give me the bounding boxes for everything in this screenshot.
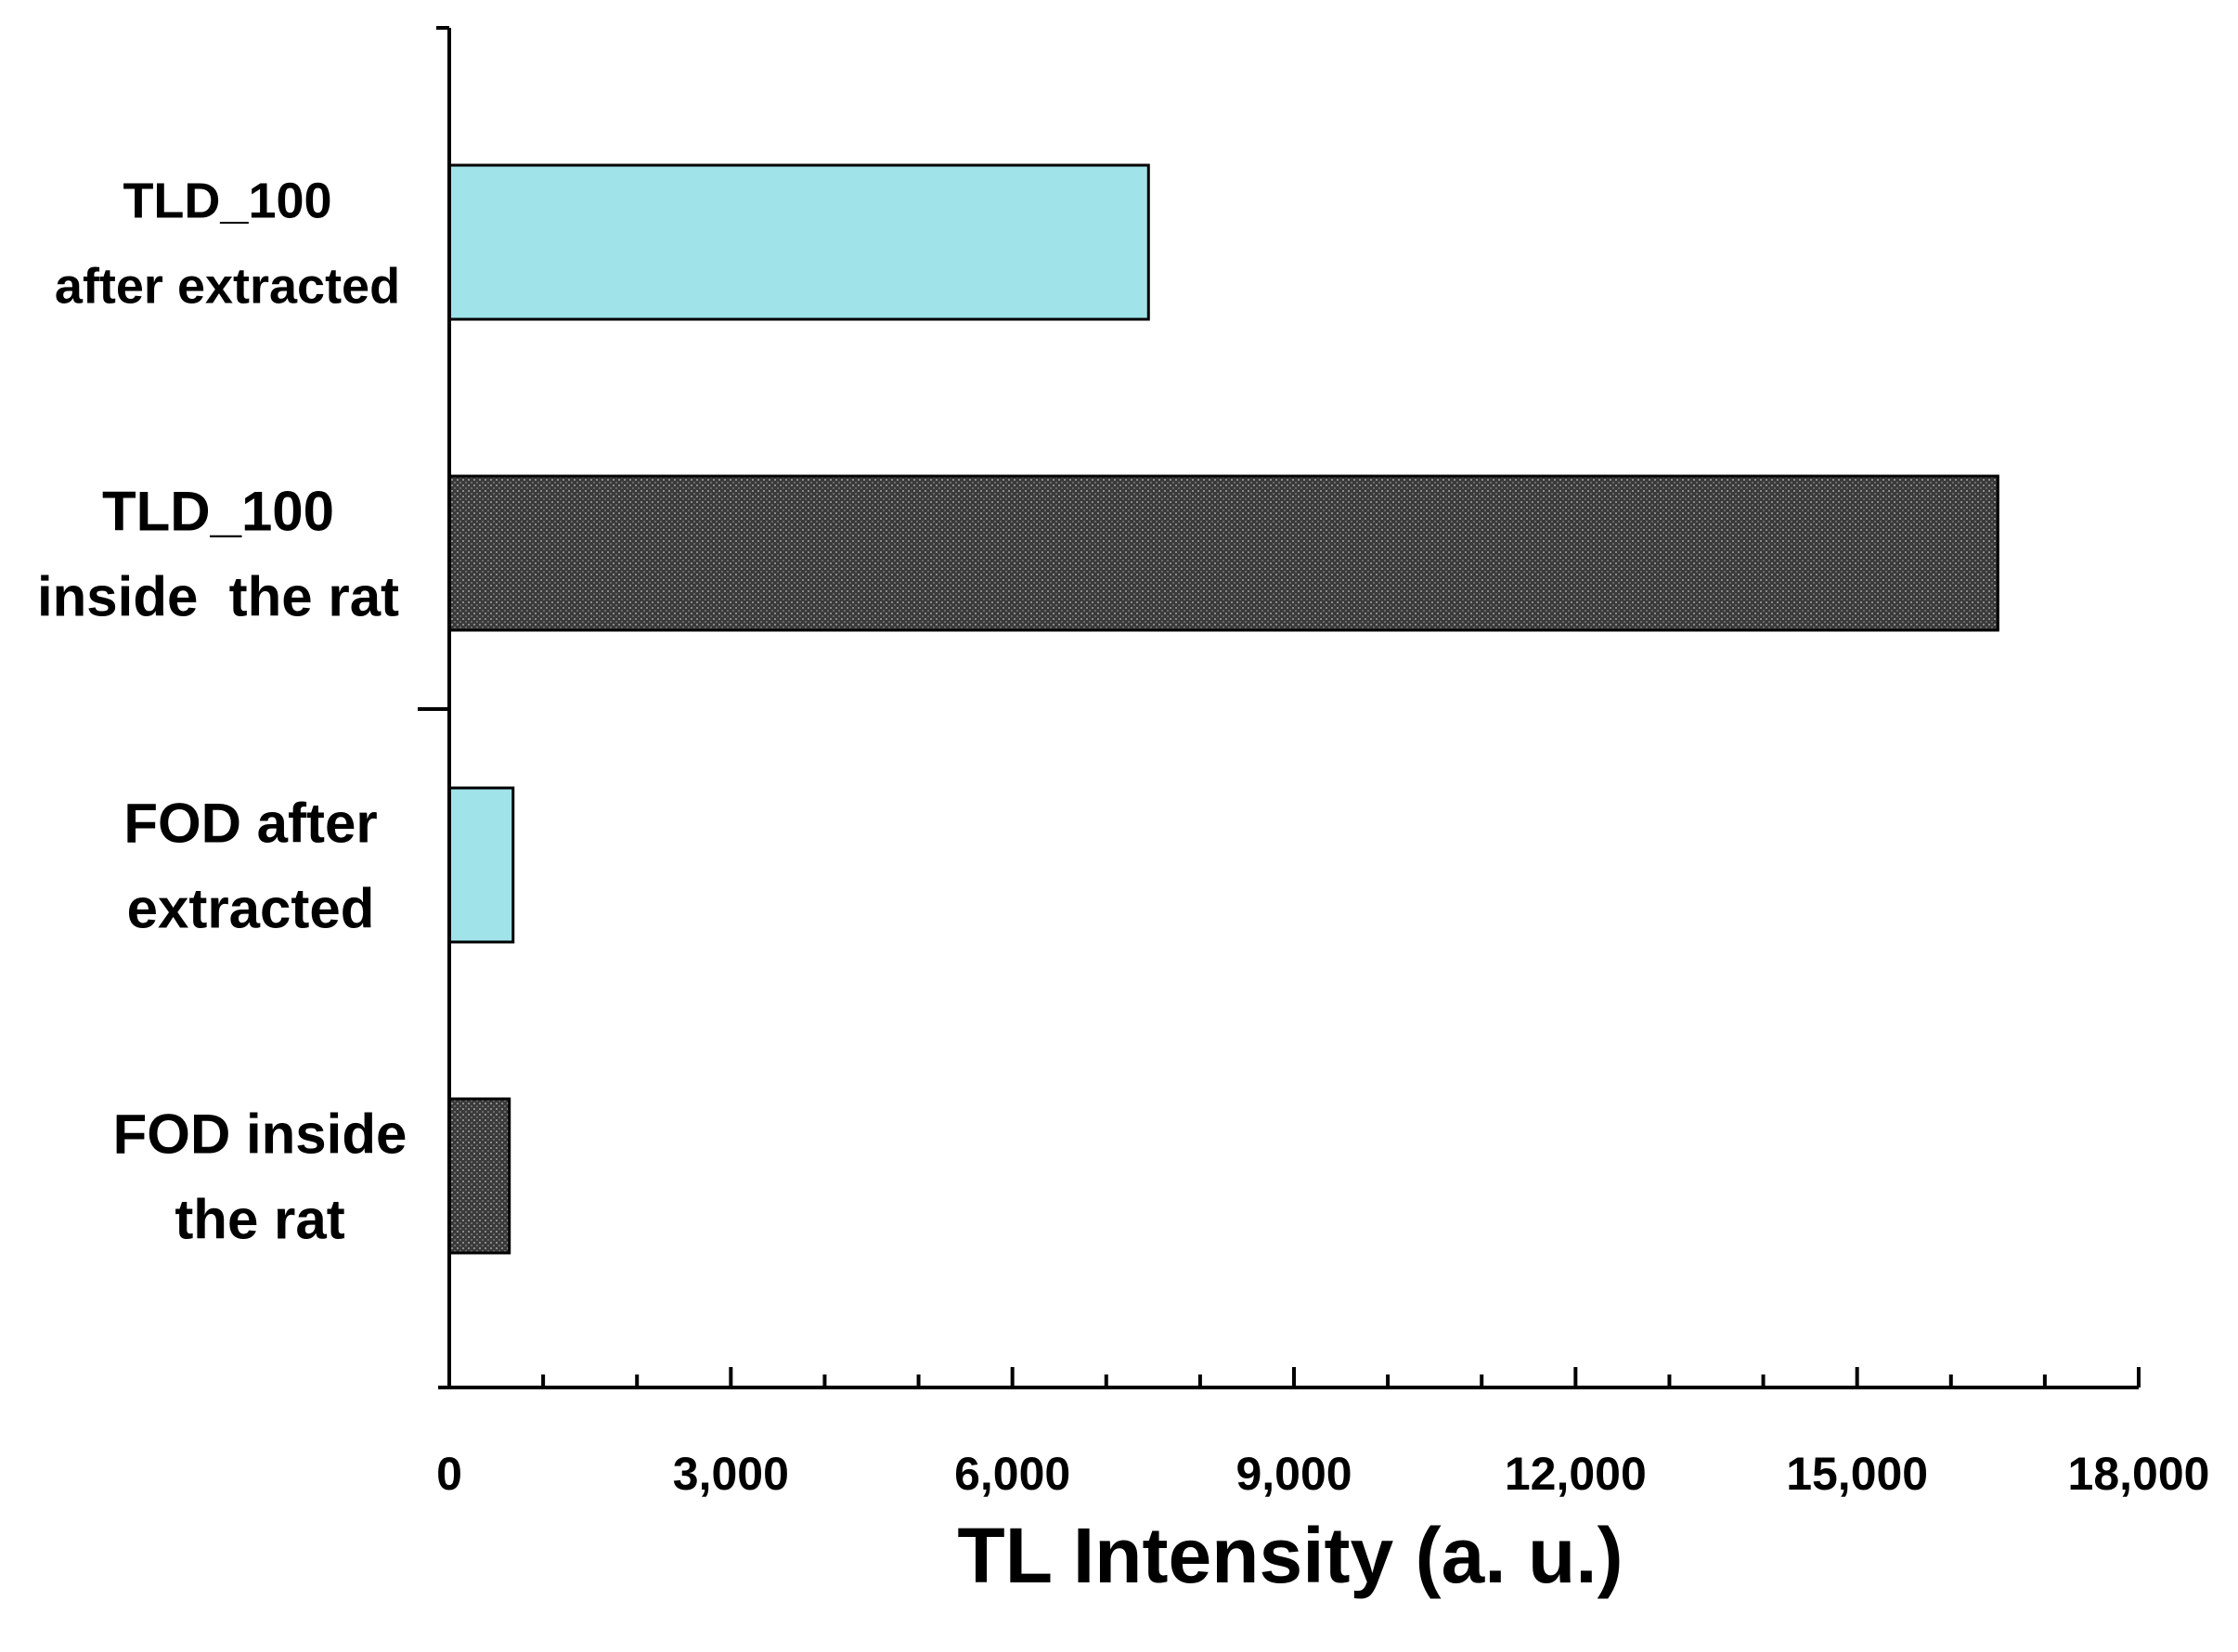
category-label-line: the rat	[175, 1189, 344, 1251]
category-label-4: FOD inside the rat	[113, 1103, 407, 1251]
x-tick-label: 15,000	[1786, 1448, 1928, 1500]
category-label-line: FOD after	[123, 793, 377, 855]
x-tick-labels: 0 3,000 6,000 9,000 12,000 15,000 18,000	[436, 1448, 2209, 1500]
bar-3	[447, 786, 515, 944]
bar-1	[447, 163, 1150, 321]
x-ticks	[447, 1367, 2141, 1387]
category-label-line: inside the rat	[37, 566, 399, 628]
bar-4	[447, 1097, 511, 1255]
category-label-line: FOD inside	[113, 1103, 407, 1166]
x-tick-label: 9,000	[1235, 1448, 1352, 1500]
x-axis-title: TL Intensity (a. u.)	[957, 1512, 1623, 1599]
x-tick-label: 18,000	[2068, 1448, 2210, 1500]
category-label-3: FOD after extracted	[123, 793, 377, 940]
x-tick-label: 6,000	[954, 1448, 1070, 1500]
category-label-line: after extracted	[55, 258, 400, 314]
category-label-line: TLD_100	[123, 173, 331, 228]
bars-layer	[447, 163, 1999, 1255]
x-tick-label: 12,000	[1505, 1448, 1647, 1500]
category-label-line: TLD_100	[102, 481, 334, 543]
x-tick-label: 0	[436, 1448, 462, 1500]
category-label-line: extracted	[127, 878, 375, 940]
bar-2	[447, 474, 1999, 632]
x-tick-label: 3,000	[673, 1448, 789, 1500]
